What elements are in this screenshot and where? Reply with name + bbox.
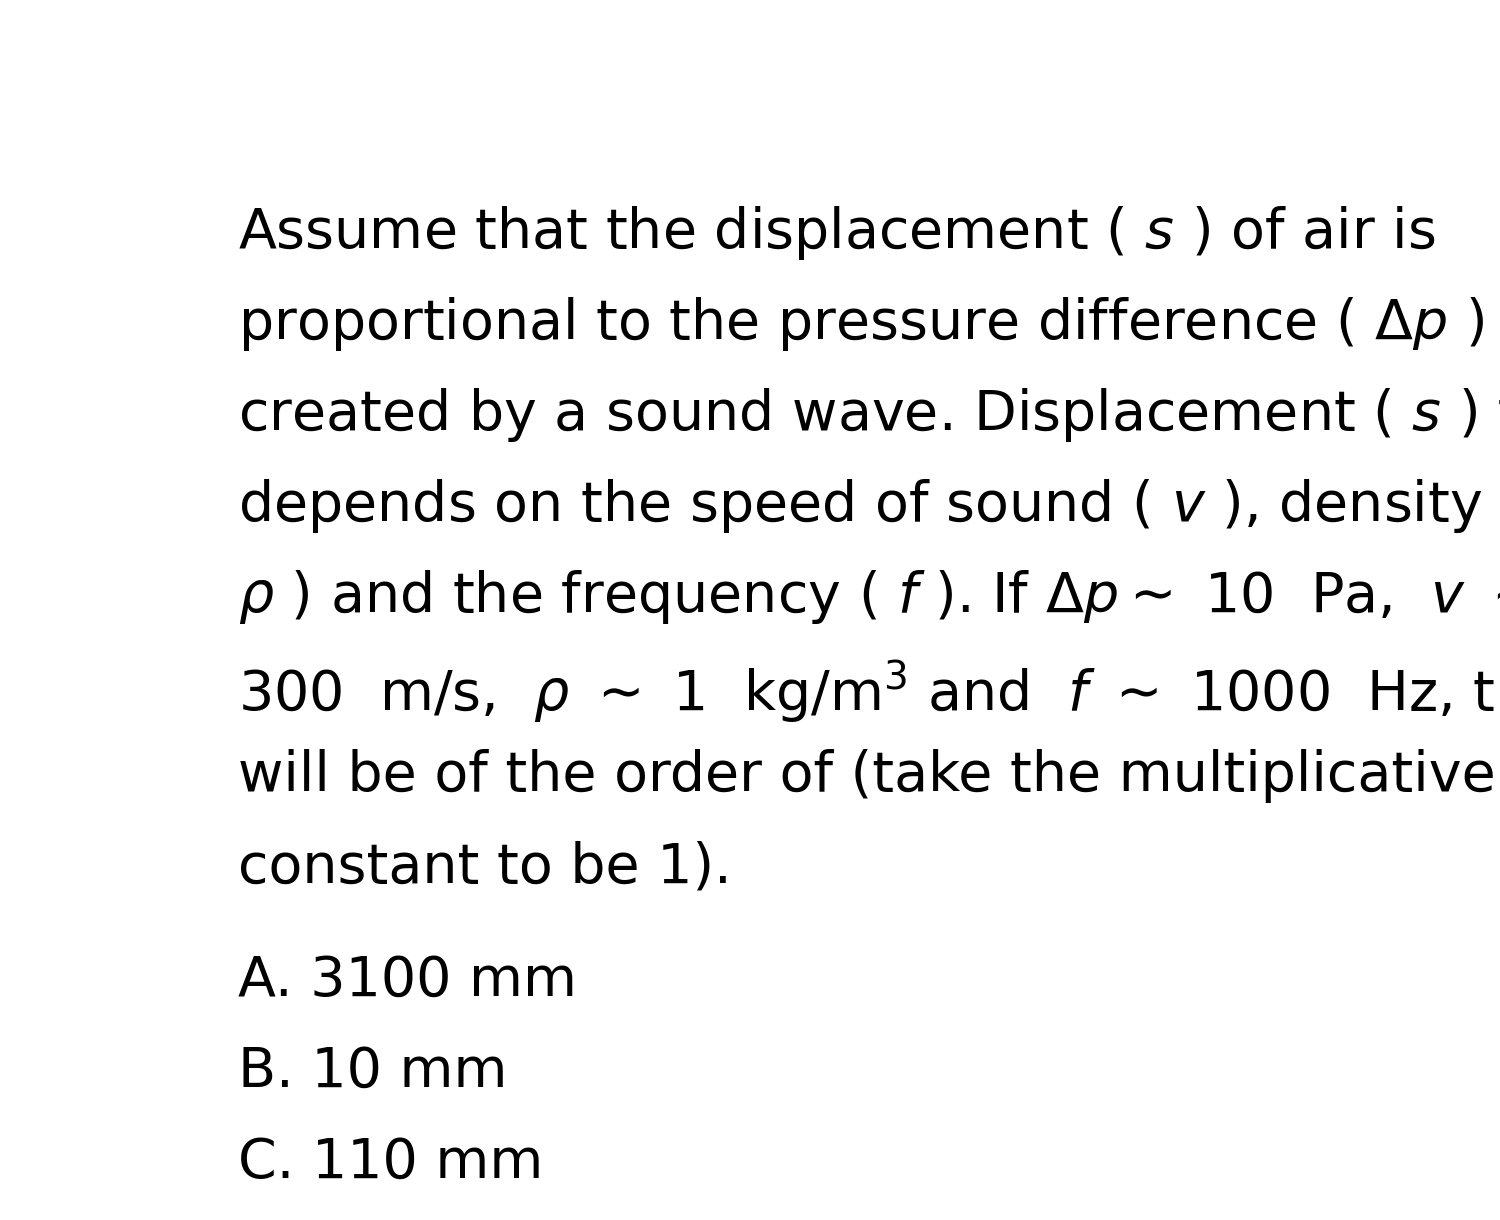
Text: proportional to the pressure difference ( $\Delta p$ ): proportional to the pressure difference …	[238, 295, 1485, 353]
Text: depends on the speed of sound ( $v$ ), density of air (: depends on the speed of sound ( $v$ ), d…	[238, 477, 1500, 534]
Text: created by a sound wave. Displacement ( $s$ ) further: created by a sound wave. Displacement ( …	[238, 386, 1500, 444]
Text: B. 10 mm: B. 10 mm	[238, 1046, 507, 1099]
Text: $\rho$ ) and the frequency ( $f$ ). If $\Delta p \sim$ 10  Pa,  $v$ $\sim$: $\rho$ ) and the frequency ( $f$ ). If $…	[238, 567, 1500, 626]
Text: C. 110 mm: C. 110 mm	[238, 1136, 543, 1190]
Text: 300  m/s,  $\rho$ $\sim$ 1  kg/m$^3$ and  $f$ $\sim$ 1000  Hz, then  $s$: 300 m/s, $\rho$ $\sim$ 1 kg/m$^3$ and $f…	[238, 659, 1500, 726]
Text: Assume that the displacement ( $s$ ) of air is: Assume that the displacement ( $s$ ) of …	[238, 204, 1436, 262]
Text: will be of the order of (take the multiplicative: will be of the order of (take the multip…	[238, 749, 1496, 803]
Text: A. 3100 mm: A. 3100 mm	[238, 954, 578, 1008]
Text: constant to be 1).: constant to be 1).	[238, 841, 732, 894]
